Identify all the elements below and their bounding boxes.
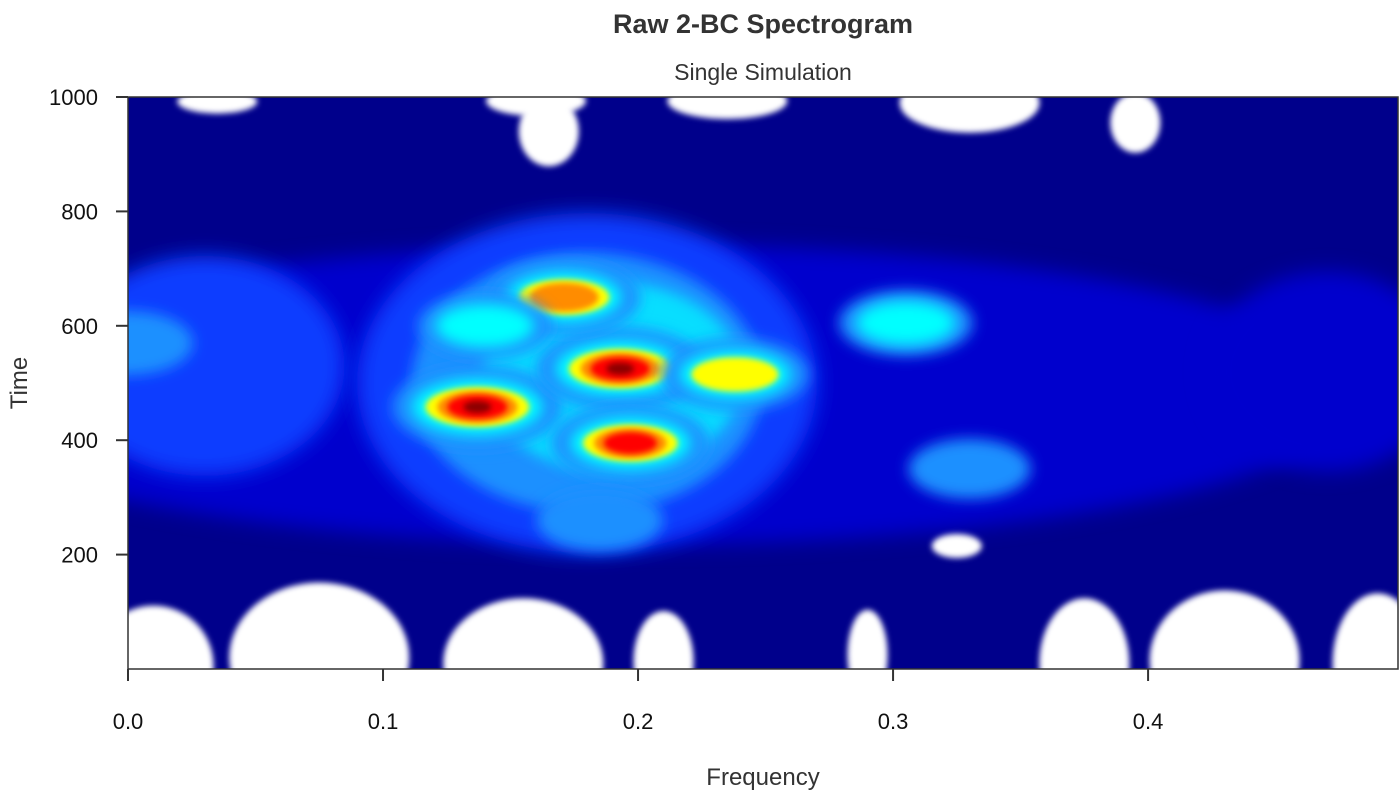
x-axis-label: Frequency — [706, 764, 819, 791]
y-tick-label: 1000 — [49, 85, 98, 110]
zero-patch — [518, 97, 579, 167]
zero-patch — [899, 97, 1040, 133]
hotspot-halo — [128, 310, 193, 375]
hotspot-orange — [529, 282, 599, 312]
chart-subtitle: Single Simulation — [674, 59, 852, 85]
zero-patch — [177, 97, 258, 114]
zero-patch — [931, 534, 982, 559]
heat-band — [128, 255, 345, 476]
x-tick-label: 0.2 — [623, 709, 654, 734]
hotspot-halo — [536, 489, 663, 552]
y-tick-label: 800 — [61, 199, 98, 224]
hotspot-red — [603, 432, 658, 455]
hotspot-core — [606, 362, 635, 375]
plot-area — [128, 97, 1398, 669]
y-axis-label: Time — [6, 357, 33, 409]
hotspot-halo — [908, 438, 1031, 499]
y-tick-label: 400 — [61, 428, 98, 453]
x-tick-label: 0.4 — [1133, 709, 1164, 734]
x-axis: 0.0 0.1 0.2 0.3 0.4 — [113, 669, 1164, 734]
hotspot-cyan — [856, 301, 956, 345]
x-tick-label: 0.0 — [113, 709, 144, 734]
zero-patch — [667, 97, 788, 119]
zero-patch — [229, 582, 410, 669]
x-tick-label: 0.1 — [368, 709, 399, 734]
zero-patch — [633, 611, 694, 669]
plot-frame — [127, 96, 1399, 670]
zero-patch — [1039, 598, 1130, 669]
zero-patch — [1110, 97, 1161, 153]
x-tick-label: 0.3 — [878, 709, 909, 734]
zero-patch — [128, 605, 214, 669]
zero-patch — [443, 598, 604, 669]
y-tick-label: 600 — [61, 314, 98, 339]
chart-title: Raw 2-BC Spectrogram — [613, 9, 913, 39]
zero-patch — [1149, 590, 1300, 669]
y-tick-label: 200 — [61, 543, 98, 568]
zero-patch — [1332, 593, 1398, 669]
heat-band — [1206, 271, 1398, 472]
hotspot-core — [463, 401, 492, 414]
y-axis: 200 400 600 800 1000 — [49, 85, 128, 568]
hotspot-cyan — [435, 304, 535, 348]
zero-patch — [847, 609, 888, 669]
hotspot-yellow — [691, 357, 779, 392]
